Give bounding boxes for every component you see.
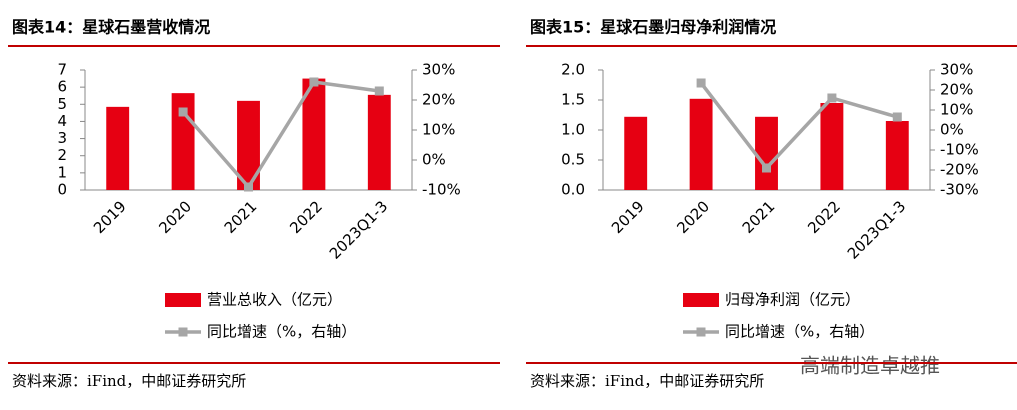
bar	[624, 116, 648, 190]
y2-tick-label: -10%	[422, 181, 461, 199]
watermark: 高端制造卓越推	[800, 354, 940, 378]
x-tick-label: 2021	[739, 197, 779, 237]
x-tick-label: 2020	[155, 197, 195, 237]
chart-title: 图表14：星球石墨营收情况	[12, 18, 210, 37]
line-marker	[762, 163, 771, 173]
line-marker	[244, 182, 253, 192]
bar	[106, 106, 130, 190]
y-tick-label: 2	[57, 146, 67, 164]
line-marker	[178, 107, 188, 117]
y2-tick-label: 0%	[940, 121, 964, 139]
bar	[367, 94, 391, 190]
title-rule	[8, 45, 500, 47]
y2-tick-label: 10%	[940, 101, 973, 119]
y2-tick-label: 0%	[422, 151, 446, 169]
y2-tick-label: -10%	[940, 141, 979, 159]
x-tick-label: 2023Q1-3	[326, 197, 391, 262]
bar	[689, 98, 713, 190]
line-marker	[827, 93, 837, 103]
y-tick-label: 1.5	[561, 91, 585, 109]
legend-swatch	[683, 293, 719, 307]
x-tick-label: 2019	[90, 197, 130, 237]
title-rule	[526, 45, 1017, 47]
x-tick-label: 2023Q1-3	[844, 197, 909, 262]
y-tick-label: 0.5	[561, 151, 585, 169]
x-tick-label: 2020	[673, 197, 713, 237]
legend-label: 归母净利润（亿元）	[725, 291, 860, 309]
bar	[755, 116, 778, 190]
bar	[302, 78, 326, 190]
chart-title: 图表15：星球石墨归母净利润情况	[530, 18, 776, 37]
x-tick-label: 2022	[804, 197, 844, 237]
line	[181, 80, 380, 190]
y-tick-label: 4	[57, 112, 67, 130]
line	[699, 81, 898, 171]
y-tick-label: 2.0	[561, 61, 585, 79]
line-marker	[309, 77, 319, 87]
y2-tick-label: -30%	[940, 181, 979, 199]
y-tick-label: 5	[57, 95, 67, 113]
y2-tick-label: -20%	[940, 161, 979, 179]
line-marker	[696, 78, 706, 88]
source: 资料来源：iFind，中邮证券研究所	[12, 372, 246, 390]
y2-tick-label: 30%	[422, 61, 455, 79]
y-tick-label: 1	[57, 163, 67, 181]
y-tick-label: 3	[57, 129, 67, 147]
legend-swatch	[696, 327, 706, 337]
legend-label: 营业总收入（亿元）	[207, 291, 342, 309]
y2-tick-label: 10%	[422, 121, 455, 139]
y2-tick-label: 30%	[940, 61, 973, 79]
bar	[237, 100, 260, 190]
y-tick-label: 7	[57, 61, 67, 79]
y2-tick-label: 20%	[940, 81, 973, 99]
legend-swatch	[165, 293, 201, 307]
y-tick-label: 0	[57, 181, 67, 199]
bar	[820, 103, 844, 190]
legend-label: 同比增速（%，右轴）	[207, 323, 356, 341]
y2-tick-label: 20%	[422, 91, 455, 109]
x-tick-label: 2022	[286, 197, 326, 237]
footer-rule	[8, 362, 500, 364]
legend-label: 同比增速（%，右轴）	[725, 323, 874, 341]
line-marker	[374, 86, 384, 96]
y-tick-label: 1.0	[561, 121, 585, 139]
y-tick-label: 0.0	[561, 181, 585, 199]
legend-swatch	[178, 327, 188, 337]
footer-rule	[526, 362, 1017, 364]
bar	[885, 121, 909, 190]
y-tick-label: 6	[57, 78, 67, 96]
x-tick-label: 2019	[608, 197, 648, 237]
line-marker	[892, 112, 902, 122]
source: 资料来源：iFind，中邮证券研究所	[530, 372, 764, 390]
x-tick-label: 2021	[221, 197, 261, 237]
